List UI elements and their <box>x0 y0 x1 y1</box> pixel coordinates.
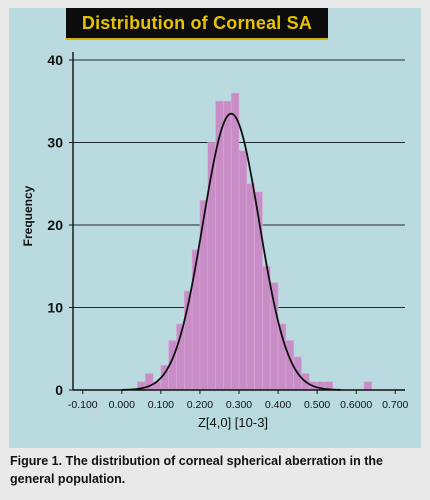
histogram-bar <box>269 282 279 391</box>
x-tick-label: 0.6000 <box>340 399 372 411</box>
y-tick-label: 0 <box>55 382 63 398</box>
tick-layer: 0 10 20 30 40 -0.100 0.000 0.100 0.200 0.300 0.400… <box>47 52 408 411</box>
histogram-bar <box>223 100 232 391</box>
y-axis-label: Frequency <box>21 185 35 246</box>
x-tick-label: 0.400 <box>265 399 291 411</box>
x-tick-label: 0.300 <box>226 399 252 411</box>
figure-caption: Figure 1. The distribution of corneal sp… <box>10 454 383 486</box>
x-tick-label: 0.500 <box>304 399 330 411</box>
y-tick-label: 30 <box>47 135 63 151</box>
bar-layer <box>137 92 373 391</box>
histogram-bar <box>363 381 373 391</box>
normal-fit-curve <box>121 112 341 391</box>
chart-title-banner: Distribution of Corneal SA <box>66 8 328 40</box>
curve-layer <box>121 112 341 391</box>
x-tick-label: 0.100 <box>148 399 174 411</box>
histogram-chart: 0 10 20 30 40 -0.100 0.000 0.100 0.200 0.300 0.400… <box>21 52 409 430</box>
y-tick-label: 20 <box>47 217 63 233</box>
chart-title: Distribution of Corneal SA <box>81 13 313 33</box>
histogram-bar <box>230 92 240 391</box>
histogram-bar <box>207 142 216 391</box>
histogram-bar <box>262 265 271 391</box>
histogram-bar <box>191 249 201 391</box>
x-tick-label: 0.200 <box>187 399 213 411</box>
y-tick-label: 10 <box>47 300 63 316</box>
x-tick-label: 0.700 <box>382 399 408 411</box>
x-tick-label: 0.000 <box>109 399 135 411</box>
x-tick-label: -0.100 <box>68 399 98 411</box>
y-tick-label: 40 <box>47 52 63 68</box>
histogram-bar <box>238 150 248 391</box>
histogram-bar <box>246 183 255 391</box>
x-axis-label: Z[4,0] [10-3] <box>198 415 268 430</box>
